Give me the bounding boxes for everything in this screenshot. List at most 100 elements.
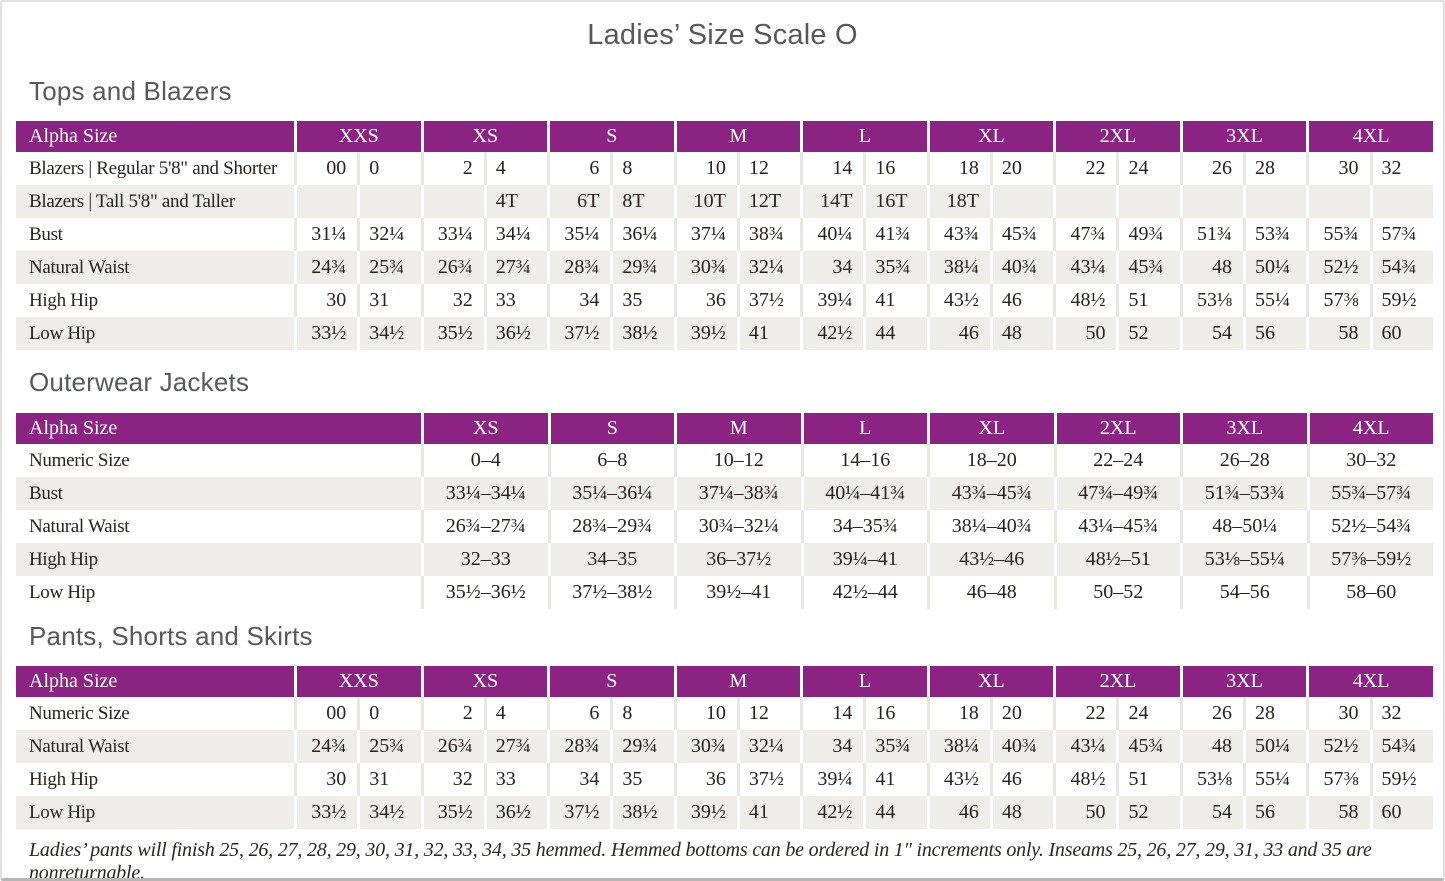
measurement-cell: 58 — [1306, 317, 1370, 350]
size-header-cell: XS — [420, 666, 548, 697]
measurement-cell: 31 — [357, 284, 420, 317]
size-header-cell: XL — [927, 413, 1054, 444]
measurement-cell: 41 — [736, 317, 801, 350]
measurement-cell: 33¼ — [420, 218, 484, 251]
table-row: Bust 31¼ 32¼ 33¼ 34¼ 35¼ 36¼ 37¼ 38¾ 40¼ 41¾ 43¾ 45¾… — [16, 218, 1433, 251]
section-heading: Outerwear Jackets — [29, 367, 250, 397]
table-row: Natural Waist 24¾ 25¾ 26¾ 27¾ 28¾ 29¾ 30¾ 32¼ 34 3… — [16, 251, 1433, 284]
measurement-cell: 24 — [1116, 152, 1179, 185]
section-pants-shorts-skirts: Pants, Shorts and Skirts Alpha Size XXS XS… — [2, 621, 1443, 829]
measurement-cell: 22 — [1053, 697, 1116, 730]
size-header-cell: S — [547, 666, 674, 697]
measurement-cell: 16T — [863, 185, 927, 218]
measurement-cell — [420, 185, 484, 218]
table-row: Bust 33¼–34¼ 35¼–36¼ 37¼–38¾ 40¼–41¾ 43¾–45¾ 4… — [16, 477, 1433, 510]
measurement-cell: 41¾ — [863, 218, 926, 251]
measurement-cell: 32 — [1369, 152, 1433, 185]
measurement-cell: 0 — [357, 697, 420, 730]
measurement-cell: 56 — [1242, 317, 1307, 350]
table-row: Low Hip 35½–36½ 37½–38½ 39½–41 42½–44 46–48 50… — [16, 576, 1433, 609]
measurement-cell: 14T — [800, 185, 864, 218]
measurement-cell: 36–37½ — [674, 543, 801, 576]
measurement-cell: 6–8 — [547, 444, 675, 477]
row-label-cell: Numeric Size — [29, 702, 130, 724]
measurement-cell: 54¾ — [1369, 251, 1433, 284]
measurement-cell: 36¼ — [610, 218, 673, 251]
measurement-cell: 48 — [1179, 730, 1243, 763]
measurement-cell: 57¾ — [1369, 218, 1433, 251]
row-label-cell: Numeric Size — [29, 449, 130, 471]
measurement-cell: 18 — [926, 152, 990, 185]
size-header-cell: L — [800, 121, 927, 152]
measurement-cell: 54 — [1179, 317, 1243, 350]
measurement-cell: 6T — [547, 185, 611, 218]
size-header-cell: 2XL — [1053, 121, 1180, 152]
measurement-cell: 45¾ — [1116, 730, 1180, 763]
measurement-cell: 14–16 — [800, 444, 928, 477]
measurement-cell: 33½ — [294, 796, 358, 829]
measurement-cell: 56 — [1242, 796, 1307, 829]
size-header-cell: L — [800, 413, 927, 444]
page-title: Ladies’ Size Scale O — [587, 19, 858, 51]
measurement-cell: 57⅜ — [1306, 284, 1369, 317]
size-header-cell: XXS — [294, 666, 421, 697]
measurement-cell: 51¾ — [1179, 218, 1243, 251]
measurement-cell: 20 — [989, 152, 1053, 185]
row-label-cell: Blazers | Regular 5'8" and Shorter — [29, 157, 278, 179]
measurement-cell: 49¾ — [1116, 218, 1179, 251]
table-row: Numeric Size 00 0 2 4 6 8 10 12 14 16 18 20 22 24 26 28 3… — [16, 697, 1433, 730]
measurement-cell: 53⅛ — [1179, 284, 1243, 317]
measurement-cell: 34¼ — [483, 218, 547, 251]
measurement-cell: 37½ — [736, 763, 800, 796]
measurement-cell: 0 — [357, 152, 420, 185]
measurement-cell: 44 — [863, 317, 927, 350]
measurement-cell: 46 — [989, 763, 1053, 796]
measurement-cell: 48½–51 — [1053, 543, 1180, 576]
measurement-cell: 40¼ — [800, 218, 863, 251]
measurement-cell: 10 — [673, 697, 737, 730]
measurement-cell: 18 — [926, 697, 990, 730]
measurement-cell: 32 — [420, 763, 484, 796]
measurement-cell: 53⅛ — [1179, 763, 1243, 796]
measurement-cell: 18–20 — [927, 444, 1054, 477]
measurement-cell: 34 — [547, 284, 610, 317]
measurement-cell: 59½ — [1369, 763, 1433, 796]
measurement-cell: 16 — [863, 697, 926, 730]
measurement-cell: 35¾ — [863, 251, 927, 284]
measurement-cell: 35 — [610, 763, 673, 796]
measurement-cell: 37½–38½ — [547, 576, 675, 609]
measurement-cell: 29¾ — [610, 730, 674, 763]
header-row: Alpha Size XXS XS S M L XL 2XL 3XL 4XL — [16, 121, 1433, 152]
alpha-size-header-cell: Alpha Size — [16, 413, 421, 444]
size-header-cell: 4XL — [1306, 666, 1433, 697]
measurement-cell: 30–32 — [1306, 444, 1434, 477]
measurement-cell: 34 — [800, 251, 864, 284]
measurement-cell — [1053, 185, 1117, 218]
measurement-cell: 32¼ — [357, 218, 420, 251]
measurement-cell: 32 — [420, 284, 484, 317]
size-header-cell: M — [674, 413, 801, 444]
measurement-cell: 52½ — [1306, 251, 1370, 284]
measurement-cell: 58 — [1306, 796, 1370, 829]
measurement-cell: 51 — [1116, 284, 1179, 317]
table-row: Blazers | Tall 5'8" and Taller 4T 6T 8T 10T 1… — [16, 185, 1433, 218]
size-header-cell: 3XL — [1180, 413, 1307, 444]
pants-shorts-skirts-table: Alpha Size XXS XS S M L XL 2XL 3XL 4XL Numeric Siz… — [16, 666, 1433, 829]
measurement-cell: 0–4 — [421, 444, 548, 477]
measurement-cell: 39½ — [673, 796, 737, 829]
measurement-cell: 2 — [420, 697, 484, 730]
row-label-cell: High Hip — [29, 768, 98, 790]
measurement-cell: 34 — [547, 763, 610, 796]
measurement-cell: 43¾ — [926, 218, 990, 251]
measurement-cell: 4 — [483, 697, 547, 730]
measurement-cell: 10T — [673, 185, 737, 218]
footnote: Ladies’ pants will finish 25, 26, 27, 28… — [29, 839, 1372, 881]
measurement-cell: 24 — [1116, 697, 1179, 730]
size-header-cell: XS — [421, 413, 548, 444]
measurement-cell: 50 — [1053, 317, 1117, 350]
measurement-cell: 44 — [863, 796, 927, 829]
measurement-cell: 27¾ — [483, 730, 548, 763]
measurement-cell: 30¾–32¼ — [674, 510, 801, 543]
measurement-cell: 30¾ — [673, 251, 737, 284]
measurement-cell: 38½ — [610, 796, 674, 829]
